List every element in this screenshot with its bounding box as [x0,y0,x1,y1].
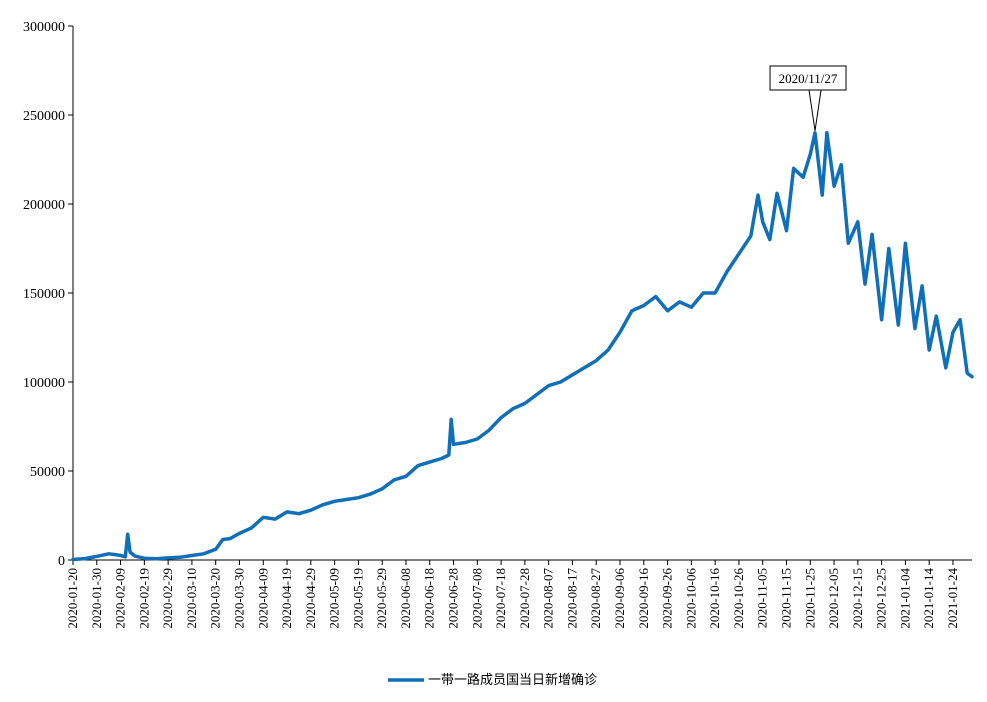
legend-label: 一带一路成员国当日新增确诊 [428,672,597,688]
x-tick-label: 2020-12-25 [874,568,889,629]
x-tick-label: 2020-10-06 [683,568,698,629]
annotation-layer: 2020/11/27 [769,65,847,131]
x-tick-label: 2020-11-25 [802,568,817,628]
x-tick-label: 2020-03-10 [184,568,199,629]
legend: 一带一路成员国当日新增确诊 [388,672,597,688]
y-tick-label: 300000 [23,20,65,35]
x-tick-label: 2020-05-09 [327,568,342,629]
x-tick-label: 2020-06-18 [422,568,437,629]
x-tick-label: 2020-11-05 [755,568,770,628]
y-tick-label: 50000 [30,465,65,480]
callout-box [769,65,847,91]
x-tick-label: 2020-02-09 [113,568,128,629]
x-tick-label: 2020-07-08 [469,568,484,629]
y-tick-label: 200000 [23,198,65,213]
x-tick-label: 2021-01-04 [897,568,912,629]
x-tick-label: 2021-01-14 [921,568,936,629]
x-tick-label: 2020-11-15 [778,568,793,628]
x-tick-label: 2020-08-17 [564,568,579,629]
y-tick-label: 100000 [23,376,65,391]
x-tick-label: 2020-03-20 [208,568,223,629]
series-layer [71,131,974,562]
x-tick-label: 2020-04-19 [279,568,294,629]
x-tick-label: 2020-08-07 [541,568,556,629]
x-tick-label: 2020-01-30 [89,568,104,629]
series-line [71,131,974,562]
x-tick-label: 2020-01-20 [65,568,80,629]
x-tick-label: 2020-04-09 [255,568,270,629]
x-tick-label: 2020-02-19 [136,568,151,629]
x-tick-label: 2020-09-26 [660,568,675,629]
x-tick-label: 2020-04-29 [303,568,318,629]
callout-label: 2020/11/27 [779,71,838,86]
x-tick-label: 2020-02-29 [160,568,175,629]
x-tick-label: 2020-05-29 [374,568,389,629]
x-tick-label: 2021-01-24 [945,568,960,629]
x-tick-label: 2020-12-15 [850,568,865,629]
y-tick-label: 150000 [23,287,65,302]
callout-pointer [808,89,816,131]
x-tick-label: 2020-06-08 [398,568,413,629]
callout-pointer [814,89,822,131]
axes: 0 50000 100000 150000 200000 250000 300000 2020… [23,20,972,629]
y-tick-label: 250000 [23,109,65,124]
x-tick-label: 2020-10-26 [731,568,746,629]
x-tick-label: 2020-05-19 [350,568,365,629]
y-tick-label: 0 [58,554,65,569]
x-tick-label: 2020-09-06 [612,568,627,629]
x-tick-label: 2020-07-28 [517,568,532,629]
x-tick-label: 2020-09-16 [636,568,651,629]
x-tick-label: 2020-10-16 [707,568,722,629]
x-tick-label: 2020-08-27 [588,568,603,629]
x-tick-label: 2020-07-18 [493,568,508,629]
x-tick-label: 2020-12-05 [826,568,841,629]
x-tick-label: 2020-03-30 [231,568,246,629]
x-tick-label: 2020-06-28 [446,568,461,629]
